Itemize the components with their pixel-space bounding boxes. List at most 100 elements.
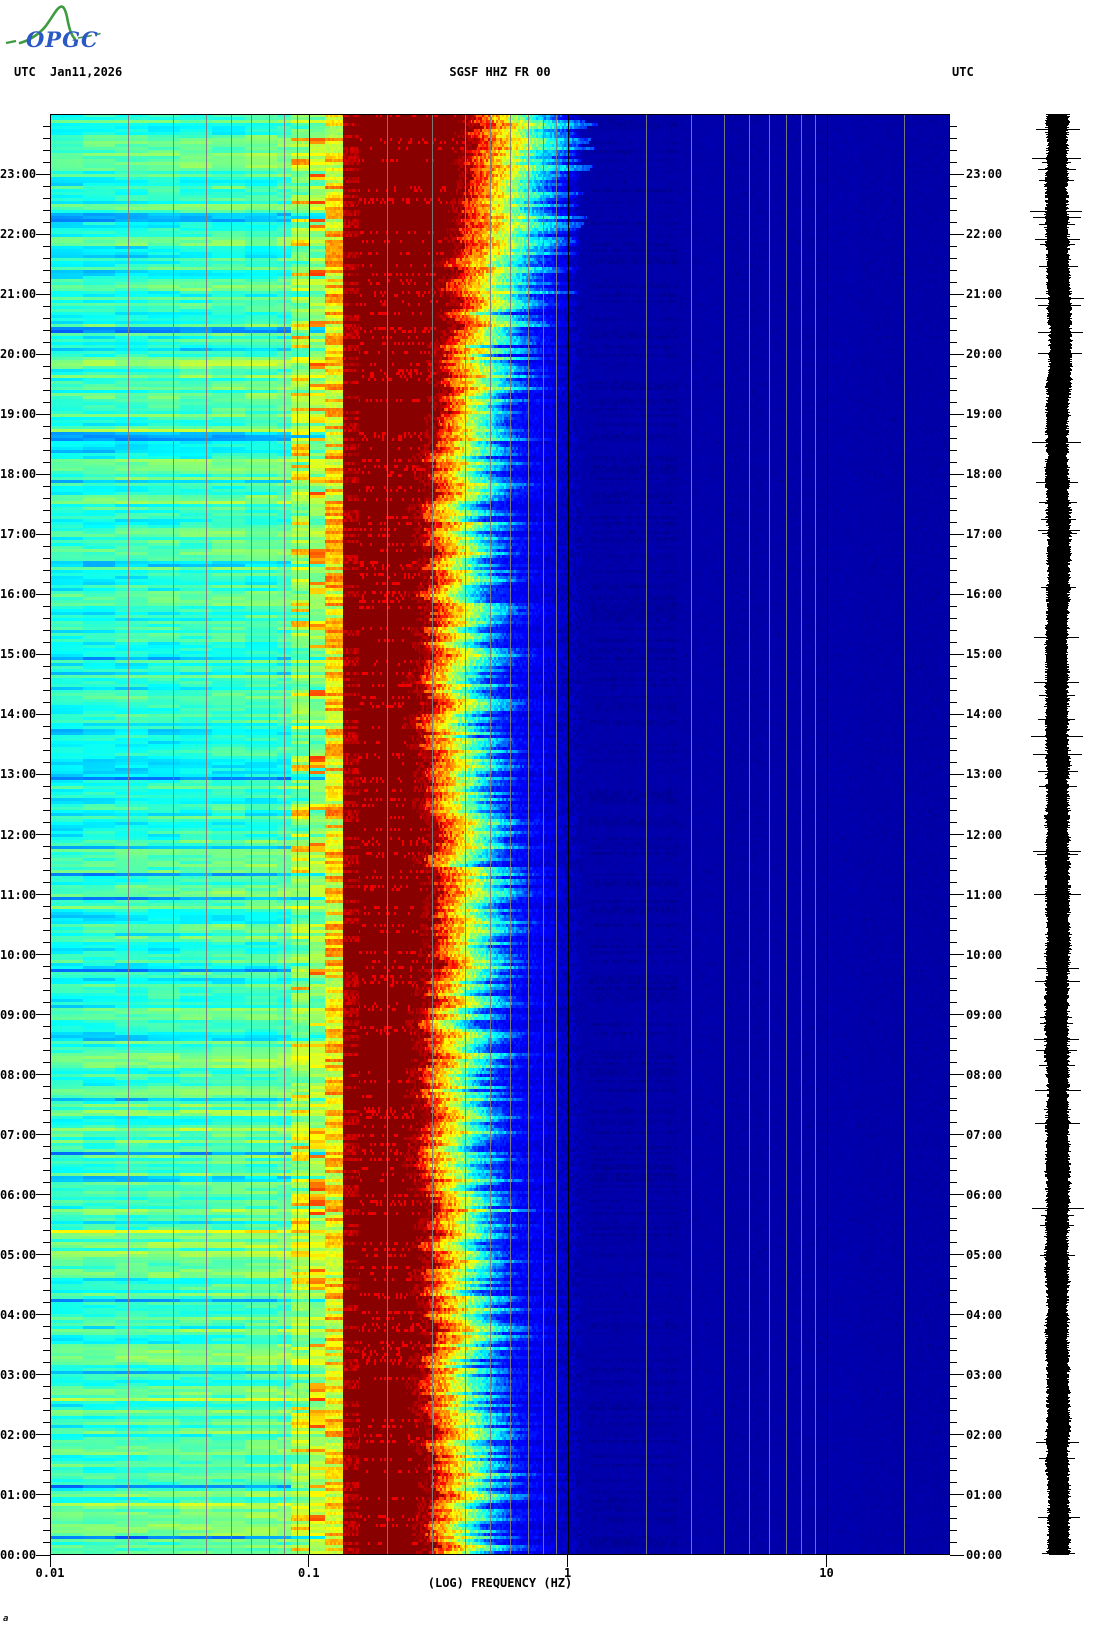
y-minor-tick-left xyxy=(43,1230,50,1232)
y-minor-tick-right xyxy=(950,401,957,403)
y-minor-tick-right xyxy=(950,677,957,679)
y-major-tick-right xyxy=(950,834,964,835)
y-major-tick-right xyxy=(950,653,964,655)
y-minor-tick-right xyxy=(950,581,957,583)
time-label-left: 03:00 xyxy=(0,1367,37,1382)
time-label-right: 10:00 xyxy=(966,947,1003,962)
y-minor-tick-left xyxy=(43,1326,50,1328)
y-minor-tick-right xyxy=(950,1230,957,1232)
time-label-left: 15:00 xyxy=(0,647,37,662)
y-minor-tick-left xyxy=(43,1218,50,1220)
y-minor-tick-right xyxy=(950,509,957,511)
y-minor-tick-left xyxy=(43,1182,50,1184)
y-minor-tick-right xyxy=(950,1410,957,1412)
y-minor-tick-left xyxy=(43,737,50,739)
y-major-tick-left xyxy=(36,293,50,295)
y-minor-tick-left xyxy=(43,689,50,691)
y-minor-tick-right xyxy=(950,365,957,367)
seismogram-trace-canvas xyxy=(1006,114,1102,1555)
y-major-tick-right xyxy=(950,1134,964,1136)
y-minor-tick-right xyxy=(950,1050,957,1052)
utc-label-right: UTC xyxy=(952,65,974,79)
y-minor-tick-right xyxy=(950,245,957,247)
y-minor-tick-right xyxy=(950,1362,957,1364)
y-minor-tick-right xyxy=(950,725,957,727)
y-minor-tick-right xyxy=(950,809,957,811)
y-minor-tick-left xyxy=(43,1542,50,1544)
y-major-tick-right xyxy=(950,1254,964,1256)
y-minor-tick-left xyxy=(43,870,50,872)
y-minor-tick-right xyxy=(950,966,957,968)
logo-text: OPGC xyxy=(26,27,99,52)
y-minor-tick-left xyxy=(43,1350,50,1352)
y-minor-tick-right xyxy=(950,858,957,860)
y-minor-tick-right xyxy=(950,821,957,823)
y-major-tick-right xyxy=(950,894,964,896)
time-label-left: 06:00 xyxy=(0,1187,37,1202)
time-label-left: 11:00 xyxy=(0,887,37,902)
y-minor-tick-right xyxy=(950,137,957,139)
y-minor-tick-right xyxy=(950,257,957,259)
time-label-right: 09:00 xyxy=(966,1007,1003,1022)
y-minor-tick-right xyxy=(950,870,957,872)
y-major-tick-right xyxy=(950,293,964,295)
y-minor-tick-left xyxy=(43,1002,50,1004)
y-minor-tick-left xyxy=(43,1458,50,1460)
y-minor-tick-left xyxy=(43,930,50,932)
y-minor-tick-right xyxy=(950,1170,957,1172)
y-major-tick-left xyxy=(36,773,50,775)
time-label-left: 23:00 xyxy=(0,167,37,182)
y-minor-tick-left xyxy=(43,185,50,187)
y-minor-tick-right xyxy=(950,737,957,739)
y-minor-tick-right xyxy=(950,1326,957,1328)
time-label-right: 21:00 xyxy=(966,287,1003,302)
y-minor-tick-left xyxy=(43,545,50,547)
y-minor-tick-left xyxy=(43,1110,50,1112)
time-label-left: 09:00 xyxy=(0,1007,37,1022)
y-minor-tick-left xyxy=(43,858,50,860)
y-minor-tick-left xyxy=(43,389,50,391)
y-minor-tick-right xyxy=(950,485,957,487)
y-minor-tick-right xyxy=(950,1026,957,1028)
y-major-tick-right xyxy=(950,1314,964,1316)
y-major-tick-left xyxy=(36,413,50,415)
time-label-right: 02:00 xyxy=(966,1427,1003,1442)
y-minor-tick-left xyxy=(43,906,50,908)
time-label-right: 20:00 xyxy=(966,347,1003,362)
y-minor-tick-left xyxy=(43,942,50,944)
time-label-left: 02:00 xyxy=(0,1427,37,1442)
frequency-tick-label: 0.1 xyxy=(297,1566,320,1580)
y-minor-tick-left xyxy=(43,161,50,163)
y-major-tick-left xyxy=(36,473,50,475)
y-minor-tick-right xyxy=(950,641,957,643)
y-major-tick-left xyxy=(36,1434,50,1436)
y-major-tick-right xyxy=(950,773,964,775)
y-minor-tick-left xyxy=(43,1062,50,1064)
time-label-right: 17:00 xyxy=(966,527,1003,542)
y-major-tick-right xyxy=(950,1014,964,1016)
y-minor-tick-left xyxy=(43,497,50,499)
y-minor-tick-right xyxy=(950,1110,957,1112)
y-minor-tick-right xyxy=(950,521,957,523)
frequency-tick-label: 0.01 xyxy=(35,1566,65,1580)
time-label-left: 08:00 xyxy=(0,1067,37,1082)
y-major-tick-left xyxy=(36,713,50,715)
y-minor-tick-right xyxy=(950,317,957,319)
y-minor-tick-left xyxy=(43,137,50,139)
y-major-tick-left xyxy=(36,353,50,355)
logo-mountain-line xyxy=(5,39,17,45)
y-major-tick-left xyxy=(36,173,50,175)
y-minor-tick-right xyxy=(950,161,957,163)
y-minor-tick-left xyxy=(43,1302,50,1304)
y-major-tick-right xyxy=(950,353,964,355)
y-minor-tick-left xyxy=(43,617,50,619)
y-minor-tick-right xyxy=(950,1266,957,1268)
time-label-left: 00:00 xyxy=(0,1548,37,1562)
y-minor-tick-left xyxy=(43,281,50,283)
y-major-tick-right xyxy=(950,413,964,415)
x-major-tick xyxy=(826,1555,827,1567)
y-minor-tick-right xyxy=(950,437,957,439)
y-minor-tick-right xyxy=(950,1290,957,1292)
y-minor-tick-right xyxy=(950,846,957,847)
time-label-right: 06:00 xyxy=(966,1187,1003,1202)
